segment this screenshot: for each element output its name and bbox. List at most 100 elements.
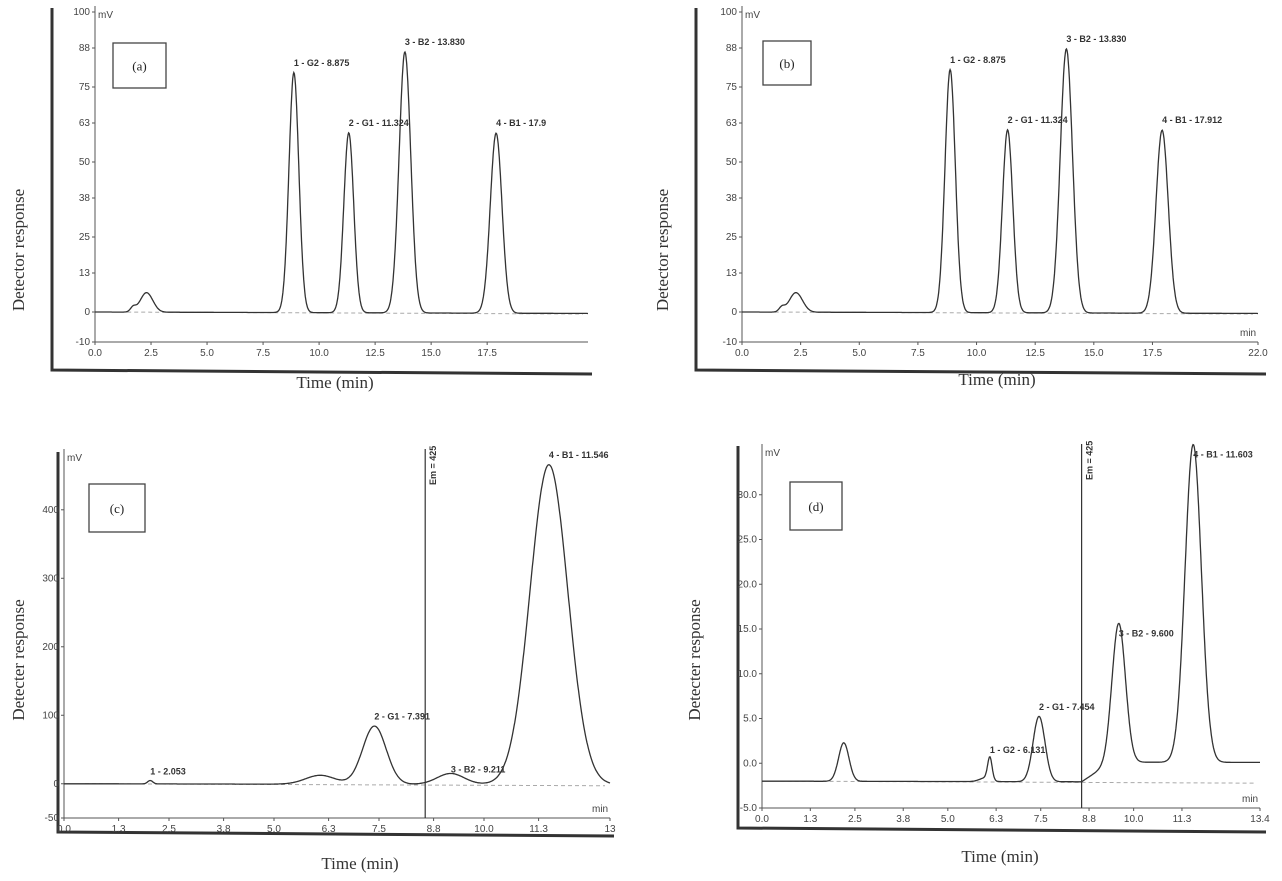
x-tick-label: 2.5	[162, 824, 176, 835]
chart-panel-1: 100 88 75 63 50 38 25 13 0 -10 mV 0.0 2.5 5.0 7.5 10.0 1…	[9, 6, 593, 392]
x-tick-label: 6.3	[989, 814, 1003, 825]
y-tick-label: -10	[723, 337, 738, 348]
y-tick-label: 88	[726, 43, 738, 54]
y-tick-label: 30.0	[738, 490, 758, 501]
x-tick-label: 2.5	[144, 348, 158, 359]
panel-label-box	[112, 42, 167, 89]
x-unit-label: min	[592, 804, 608, 815]
chromatogram-trace	[95, 50, 588, 315]
x-tick-label: 10.0	[474, 824, 494, 835]
y-tick-label: -10	[76, 337, 91, 348]
y-tick-label: 100	[42, 710, 59, 721]
chromatogram-trace	[761, 443, 1260, 783]
emission-divider-label: Em = 425	[428, 446, 438, 485]
x-axis-title: Time (min)	[321, 854, 398, 873]
peak-label: 1 - G2 - 8.875	[294, 58, 350, 68]
x-axis-title: Time (min)	[958, 370, 1035, 389]
panel-frame	[694, 8, 1267, 376]
y-tick-label: 15.0	[738, 624, 758, 635]
panel-frame	[736, 446, 1267, 834]
x-tick-label: 5.0	[200, 348, 214, 359]
peak-label: 2 - G1 - 11.324	[1008, 115, 1068, 125]
y-tick-label: 75	[726, 82, 738, 93]
x-tick-label: 0.0	[57, 824, 71, 835]
y-axis-title: Detecter response	[9, 599, 28, 720]
panel-frame	[56, 452, 615, 838]
x-tick-label: 7.5	[256, 348, 270, 359]
y-tick-label: 200	[42, 642, 59, 653]
x-tick-label: 8.8	[427, 824, 441, 835]
peak-label: 3 - B2 - 13.830	[1066, 34, 1126, 44]
x-tick-label: 1.3	[803, 814, 817, 825]
y-tick-label: 25	[726, 232, 738, 243]
peak-label: 2 - G1 - 11.324	[349, 118, 409, 128]
peak-label: 3 - B2 - 13.830	[405, 37, 465, 47]
chromatogram-trace	[742, 47, 1258, 315]
y-tick-label: 25	[79, 232, 91, 243]
peak-label: 3 - B2 - 9.211	[451, 764, 506, 774]
x-tick-label: 11.3	[1173, 814, 1192, 825]
peak-label: 1 - G2 - 6.131	[990, 745, 1046, 755]
x-tick-label: 3.8	[217, 824, 231, 835]
y-tick-label: 13	[726, 268, 738, 279]
x-tick-label: 6.3	[322, 824, 336, 835]
y-tick-label: 300	[42, 573, 59, 584]
x-tick-label: 13	[604, 824, 616, 835]
x-tick-label: 22.0	[1248, 348, 1268, 359]
y-tick-label: 20.0	[738, 579, 758, 590]
emission-divider-label: Em = 425	[1085, 441, 1095, 480]
x-tick-label: 10.0	[309, 348, 329, 359]
y-tick-label: 100	[720, 7, 737, 18]
peak-label: 2 - G1 - 7.391	[374, 712, 430, 722]
x-tick-label: 5.0	[267, 824, 281, 835]
y-tick-label: 0.0	[743, 758, 757, 769]
x-tick-label: 0.0	[755, 814, 769, 825]
x-tick-label: 17.5	[1143, 348, 1163, 359]
x-tick-label: 12.5	[1025, 348, 1045, 359]
chart-panel-3: 400 300 200 100 0 -50 mV min 0.0 1.3 2.5 3.8 5.0 6.3 7…	[9, 446, 616, 873]
peak-label: 4 - B1 - 17.912	[1162, 115, 1222, 125]
peak-label: 1 - 2.053	[150, 766, 186, 776]
x-unit-label: min	[1242, 794, 1258, 805]
y-tick-label: 38	[726, 193, 738, 204]
y-unit-label: mV	[67, 453, 82, 464]
x-tick-label: 10.0	[1124, 814, 1144, 825]
y-tick-label: -5.0	[740, 803, 758, 814]
peak-label: 4 - B1 - 11.546	[549, 450, 609, 460]
y-tick-label: -50	[45, 813, 60, 824]
x-unit-label: min	[1240, 328, 1256, 339]
peak-label: 3 - B2 - 9.600	[1119, 628, 1174, 638]
panel-label: (c)	[110, 501, 124, 516]
baseline	[753, 311, 1254, 315]
x-tick-label: 0.0	[88, 348, 102, 359]
peak-label: 4 - B1 - 11.603	[1193, 449, 1253, 459]
y-tick-label: 0	[53, 779, 59, 790]
x-tick-label: 7.5	[911, 348, 925, 359]
panel-label: (a)	[132, 59, 146, 74]
x-tick-label: 7.5	[372, 824, 386, 835]
y-tick-label: 0	[84, 307, 90, 318]
x-tick-label: 2.5	[848, 814, 862, 825]
y-axis-title: Detector response	[653, 189, 672, 311]
panel-label: (b)	[779, 56, 794, 71]
panel-label-box	[762, 40, 812, 86]
y-axis-title: Detector response	[9, 189, 28, 311]
y-tick-label: 63	[79, 118, 91, 129]
y-tick-label: 63	[726, 118, 738, 129]
x-tick-label: 15.0	[1084, 348, 1104, 359]
x-tick-label: 7.5	[1034, 814, 1048, 825]
x-tick-label: 1.3	[112, 824, 126, 835]
x-tick-label: 2.5	[794, 348, 808, 359]
x-tick-label: 5.0	[941, 814, 955, 825]
x-tick-label: 13.4	[1250, 814, 1270, 825]
x-tick-label: 12.5	[365, 348, 385, 359]
y-tick-label: 5.0	[743, 714, 757, 725]
y-tick-label: 50	[726, 157, 738, 168]
panel-label-box	[789, 481, 843, 531]
peak-label: 4 - B1 - 17.9	[496, 118, 546, 128]
chromatogram-trace	[64, 464, 611, 785]
panel-label-box	[88, 483, 146, 533]
y-tick-label: 100	[73, 7, 90, 18]
y-unit-label: mV	[745, 10, 760, 21]
